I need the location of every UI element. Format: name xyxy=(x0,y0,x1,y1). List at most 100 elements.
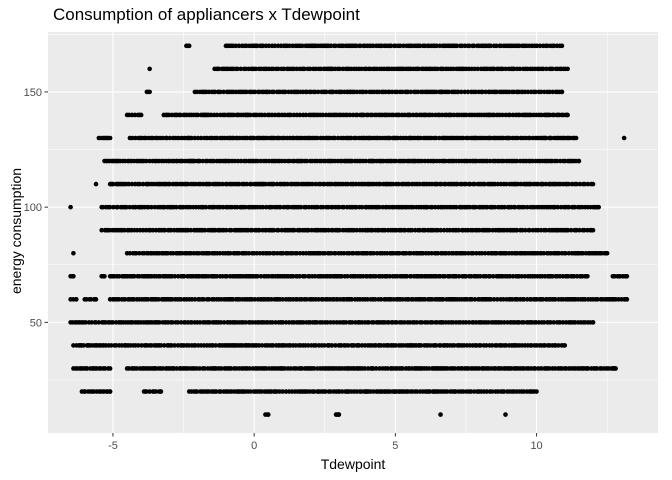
data-point xyxy=(271,227,277,233)
y-tick-label: 50 xyxy=(30,317,42,329)
data-point xyxy=(252,89,258,95)
data-point xyxy=(228,366,234,371)
data-point xyxy=(336,204,342,210)
data-point xyxy=(275,66,281,72)
data-point xyxy=(185,181,190,187)
data-point xyxy=(501,297,506,302)
data-point xyxy=(288,366,293,371)
data-point xyxy=(315,204,321,210)
data-point xyxy=(373,273,378,279)
data-point xyxy=(329,343,335,348)
data-point xyxy=(249,227,255,233)
data-points xyxy=(68,43,630,417)
data-point xyxy=(621,135,627,141)
data-point xyxy=(214,273,220,279)
data-point xyxy=(336,412,342,417)
data-point xyxy=(138,112,144,118)
data-point xyxy=(99,227,104,233)
data-point xyxy=(565,227,571,233)
x-tick-label: 10 xyxy=(530,440,542,452)
data-point xyxy=(456,227,461,233)
data-point xyxy=(472,297,478,302)
data-point xyxy=(194,389,200,394)
data-point xyxy=(265,412,271,417)
data-point xyxy=(478,273,483,279)
data-point xyxy=(501,389,507,394)
data-point xyxy=(365,297,370,302)
data-point xyxy=(322,181,327,187)
data-point xyxy=(596,204,601,210)
data-point xyxy=(329,250,334,256)
data-point xyxy=(247,366,252,371)
data-point xyxy=(566,181,571,187)
data-point xyxy=(302,273,308,279)
data-point xyxy=(452,343,457,348)
data-point xyxy=(135,343,141,348)
data-point xyxy=(218,89,223,95)
data-point xyxy=(492,204,498,210)
data-point xyxy=(479,250,485,256)
data-point xyxy=(188,227,194,233)
data-point xyxy=(517,66,523,72)
data-point xyxy=(197,320,203,325)
data-point xyxy=(491,297,497,302)
data-point xyxy=(178,320,184,325)
data-point xyxy=(200,158,206,164)
data-point xyxy=(547,366,552,371)
data-point xyxy=(466,320,472,325)
data-point xyxy=(341,204,347,210)
data-point xyxy=(468,389,474,394)
data-point xyxy=(310,181,315,187)
data-point xyxy=(341,250,347,256)
data-point xyxy=(576,158,582,164)
data-point xyxy=(465,89,471,95)
data-point xyxy=(253,66,259,72)
data-point xyxy=(302,66,307,72)
data-point xyxy=(305,343,311,348)
tick-labels: -5 0 5 10 50 100 150 xyxy=(24,87,543,452)
data-point xyxy=(466,43,472,49)
data-point xyxy=(107,204,113,210)
data-point xyxy=(246,250,252,256)
data-point xyxy=(359,204,365,210)
data-point xyxy=(478,343,483,348)
data-point xyxy=(377,204,382,210)
data-point xyxy=(271,181,276,187)
data-point xyxy=(475,66,481,72)
data-point xyxy=(158,343,164,348)
data-point xyxy=(84,366,90,371)
x-tick-label: 5 xyxy=(392,440,398,452)
data-point xyxy=(178,112,183,118)
data-point xyxy=(538,89,544,95)
data-point xyxy=(320,112,326,118)
data-point xyxy=(345,273,350,279)
data-point xyxy=(68,204,73,210)
data-point xyxy=(198,135,204,141)
data-point xyxy=(126,181,132,187)
data-point xyxy=(366,320,372,325)
data-point xyxy=(462,89,468,95)
data-point xyxy=(378,297,384,302)
data-point xyxy=(147,389,152,394)
data-point xyxy=(172,343,177,348)
data-point xyxy=(358,43,363,49)
data-point xyxy=(488,43,494,49)
data-point xyxy=(271,89,277,95)
data-point xyxy=(540,297,546,302)
x-axis-title: Tdewpoint xyxy=(320,456,386,472)
data-point xyxy=(252,297,257,302)
plot-panel xyxy=(48,32,658,433)
data-point xyxy=(573,135,579,141)
data-point xyxy=(153,389,159,394)
data-point xyxy=(235,66,240,72)
data-point xyxy=(463,320,469,325)
data-point xyxy=(433,135,439,141)
data-point xyxy=(267,250,273,256)
data-point xyxy=(402,320,407,325)
data-point xyxy=(218,320,224,325)
data-point xyxy=(298,204,304,210)
data-point xyxy=(71,273,76,279)
data-point xyxy=(434,43,439,49)
data-point xyxy=(207,181,213,187)
